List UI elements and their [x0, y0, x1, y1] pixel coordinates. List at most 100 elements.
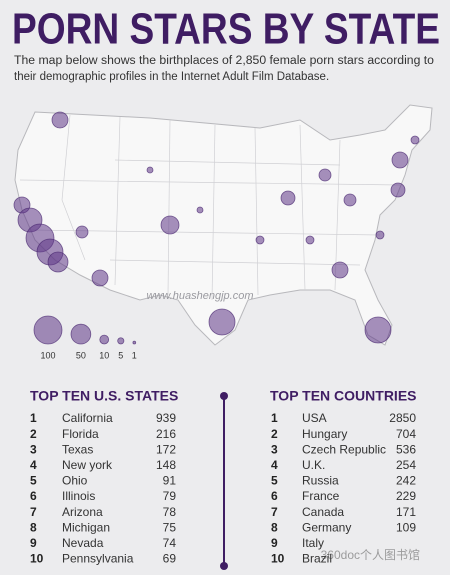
rank: 4: [271, 458, 278, 472]
watermark: www.huashengjp.com: [146, 290, 253, 302]
count: 229: [396, 489, 416, 503]
count: 254: [396, 458, 416, 472]
name: Italy: [302, 536, 324, 550]
count: 172: [156, 442, 176, 456]
name: Ohio: [62, 474, 88, 488]
rank: 5: [30, 474, 37, 488]
bubble: [318, 168, 332, 182]
bubble: [51, 111, 69, 129]
bubble: [160, 215, 180, 235]
legend-circle: [70, 323, 92, 345]
bubble: [280, 190, 296, 206]
legend-circle: [33, 315, 63, 345]
rank: 9: [30, 536, 37, 550]
name: Brazil: [302, 552, 332, 566]
name: Germany: [302, 520, 351, 534]
name: U.K.: [302, 458, 325, 472]
rank: 7: [271, 505, 278, 519]
countries-heading: TOP TEN COUNTRIES: [270, 388, 417, 404]
count: 74: [163, 536, 177, 550]
name: Nevada: [62, 536, 104, 550]
bubble: [255, 235, 265, 245]
count: 109: [396, 520, 416, 534]
rank: 10: [30, 552, 44, 566]
count: 79: [163, 489, 177, 503]
count: 91: [163, 474, 177, 488]
rank: 1: [271, 411, 278, 425]
legend-circle: [99, 334, 110, 345]
map: www.huashengjp.com: [13, 104, 433, 346]
legend-label: 5: [118, 350, 123, 360]
rank: 6: [30, 489, 37, 503]
name: Arizona: [62, 505, 103, 519]
bubble: [196, 206, 204, 214]
name: France: [302, 489, 340, 503]
count: 75: [163, 520, 177, 534]
bubble: [146, 166, 154, 174]
rank: 2: [271, 427, 278, 441]
name: Michigan: [62, 520, 110, 534]
divider-dot: [220, 562, 228, 570]
bubble: [331, 261, 349, 279]
title: PORN STARS BY STATE: [12, 5, 440, 54]
rank: 10: [271, 552, 285, 566]
rank: 4: [30, 458, 37, 472]
bubble: [305, 235, 315, 245]
name: Czech Republic: [302, 442, 386, 456]
legend-label: 50: [76, 350, 86, 360]
bubble: [390, 182, 406, 198]
rank: 1: [30, 411, 37, 425]
count: 939: [156, 411, 176, 425]
divider-dot: [220, 392, 228, 400]
count: 2850: [389, 411, 416, 425]
bubble: [208, 308, 236, 336]
count: 78: [163, 505, 177, 519]
bubble: [364, 316, 392, 344]
count: 171: [396, 505, 416, 519]
bubbles: [13, 111, 420, 344]
name: Florida: [62, 427, 99, 441]
rank: 3: [271, 442, 278, 456]
states-heading: TOP TEN U.S. STATES: [30, 388, 178, 404]
rank: 5: [271, 474, 278, 488]
count: 216: [156, 427, 176, 441]
bubble: [410, 135, 420, 145]
state-borders: [19, 114, 401, 301]
subtitle: their demographic profiles in the Intern…: [14, 71, 329, 83]
count: 536: [396, 442, 416, 456]
name: USA: [302, 411, 327, 425]
name: California: [62, 411, 113, 425]
watermark: 360doc个人图书馆: [321, 547, 420, 562]
name: Pennsylvania: [62, 552, 134, 566]
name: Texas: [62, 442, 93, 456]
count: 148: [156, 458, 176, 472]
count: 704: [396, 427, 416, 441]
bubble: [75, 225, 89, 239]
legend-circle: [132, 340, 137, 345]
rank: 6: [271, 489, 278, 503]
count: 242: [396, 474, 416, 488]
legend-label: 100: [40, 350, 55, 360]
bubble: [47, 251, 69, 273]
bubble: [91, 269, 109, 287]
legend-label: 1: [132, 350, 137, 360]
rank: 3: [30, 442, 37, 456]
legend-circle: [117, 337, 125, 345]
name: Illinois: [62, 489, 95, 503]
rank: 2: [30, 427, 37, 441]
name: Russia: [302, 474, 339, 488]
bubble: [343, 193, 357, 207]
rank: 8: [271, 520, 278, 534]
bubble: [391, 151, 409, 169]
rank: 7: [30, 505, 37, 519]
rank: 9: [271, 536, 278, 550]
legend-label: 10: [99, 350, 109, 360]
name: New york: [62, 458, 113, 472]
subtitle: The map below shows the birthplaces of 2…: [14, 55, 434, 67]
name: Canada: [302, 505, 344, 519]
count: 69: [163, 552, 177, 566]
rank: 8: [30, 520, 37, 534]
bubble: [375, 230, 385, 240]
